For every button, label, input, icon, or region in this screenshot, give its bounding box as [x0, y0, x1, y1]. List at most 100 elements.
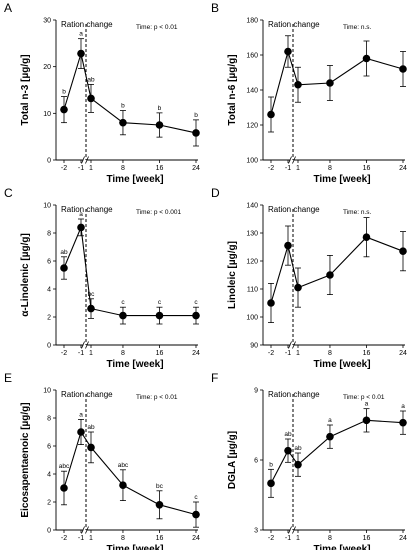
data-point — [155, 121, 164, 129]
panel-letter: D — [211, 186, 220, 200]
axis-break-mark — [85, 156, 89, 164]
y-tick-label: 100 — [246, 315, 258, 322]
panel-b: B 100 120 140 160 180 -2 -1 1 8 16 24 Time [week] Tot… — [211, 1, 407, 185]
y-tick-label: 160 — [246, 53, 258, 60]
y-tick-label: 130 — [246, 231, 258, 238]
x-tick-label: 24 — [399, 535, 407, 542]
p-value-text: Time: n.s. — [343, 24, 371, 31]
x-tick-label: -2 — [61, 165, 67, 172]
x-axis-label: Time [week] — [313, 359, 370, 370]
y-axis-label: Eicosapentaenoic [µg/g] — [20, 402, 31, 517]
x-tick-label: -2 — [268, 535, 274, 542]
y-tick-label: 6 — [47, 259, 51, 266]
x-tick-label: -2 — [268, 350, 274, 357]
axis-break-mark — [85, 526, 89, 534]
data-point — [77, 428, 85, 436]
data-point — [155, 311, 164, 320]
x-tick-label: 1 — [296, 535, 300, 542]
data-point — [362, 233, 371, 241]
data-point — [399, 247, 407, 255]
x-tick-label: 16 — [363, 350, 371, 357]
y-tick-label: 10 — [43, 111, 51, 118]
y-tick-label: 9 — [254, 388, 258, 395]
y-axis-label: Total n-6 [µg/g] — [227, 54, 238, 125]
axis-break-mark — [292, 526, 296, 534]
significance-label: a — [79, 211, 83, 218]
data-point — [284, 446, 292, 455]
significance-label: a — [401, 403, 405, 410]
data-point — [284, 47, 292, 56]
x-tick-label: 8 — [121, 535, 125, 542]
significance-label: c — [194, 299, 198, 306]
x-tick-label: 8 — [121, 165, 125, 172]
significance-label: bc — [88, 291, 96, 298]
x-axis-label: Time [week] — [106, 359, 163, 370]
y-tick-label: 2 — [47, 500, 51, 507]
y-axis-label: Total n-3 [µg/g] — [20, 54, 31, 125]
data-point — [284, 241, 292, 250]
significance-label: bc — [156, 483, 164, 490]
axis-break-mark — [288, 526, 292, 534]
significance-label: a — [328, 417, 332, 424]
data-point — [192, 311, 200, 320]
y-tick-label: 4 — [47, 287, 51, 294]
x-tick-label: 16 — [156, 350, 164, 357]
data-point — [294, 283, 302, 292]
x-tick-label: -2 — [268, 165, 274, 172]
data-point — [326, 79, 334, 87]
y-tick-label: 110 — [247, 287, 258, 294]
ration-change-label: Ration change — [268, 20, 320, 29]
x-tick-label: 1 — [89, 535, 93, 542]
data-point — [87, 443, 95, 452]
x-tick-label: 16 — [363, 165, 371, 172]
data-point — [60, 105, 68, 114]
ration-change-label: Ration change — [268, 205, 320, 214]
x-tick-label: 24 — [192, 165, 200, 172]
y-tick-label: 8 — [47, 416, 51, 423]
axis-break-mark — [292, 341, 296, 349]
x-tick-label: 24 — [192, 350, 200, 357]
data-point — [267, 479, 275, 488]
series-line — [270, 419, 404, 484]
significance-label: c — [194, 494, 198, 501]
y-tick-label: 2 — [47, 315, 51, 322]
y-tick-label: 10 — [43, 388, 51, 395]
x-tick-label: 1 — [296, 165, 300, 172]
y-tick-label: 30 — [43, 18, 51, 25]
significance-label: b — [269, 461, 273, 468]
axis-break-mark — [85, 341, 89, 349]
x-tick-label: -1 — [285, 535, 291, 542]
y-tick-label: 4 — [47, 472, 51, 479]
ration-change-label: Ration change — [61, 205, 113, 214]
significance-label: ab — [294, 445, 302, 452]
y-axis-label: α-Linolenic [µg/g] — [20, 233, 31, 317]
panel-letter: A — [4, 1, 12, 15]
x-tick-label: 8 — [328, 165, 332, 172]
x-tick-label: -1 — [78, 535, 84, 542]
significance-label: abc — [118, 462, 129, 469]
ration-change-label: Ration change — [268, 390, 320, 399]
data-point — [326, 271, 334, 279]
y-tick-label: 20 — [43, 64, 51, 71]
significance-label: ab — [284, 431, 292, 438]
x-tick-label: 24 — [399, 165, 407, 172]
y-tick-label: 0 — [47, 528, 51, 535]
significance-label: ab — [87, 424, 95, 431]
data-point — [399, 418, 407, 427]
data-point — [399, 65, 407, 73]
y-tick-label: 90 — [250, 343, 258, 350]
series-line — [63, 225, 196, 317]
y-tick-label: 10 — [43, 203, 51, 210]
significance-label: a — [79, 411, 83, 418]
data-point — [326, 432, 334, 441]
data-point — [87, 304, 95, 313]
y-tick-label: 100 — [246, 158, 258, 165]
y-tick-label: 0 — [47, 343, 51, 350]
data-point — [294, 80, 302, 89]
axis-break-mark — [292, 156, 296, 164]
data-point — [267, 110, 275, 119]
y-tick-label: 6 — [47, 444, 51, 451]
